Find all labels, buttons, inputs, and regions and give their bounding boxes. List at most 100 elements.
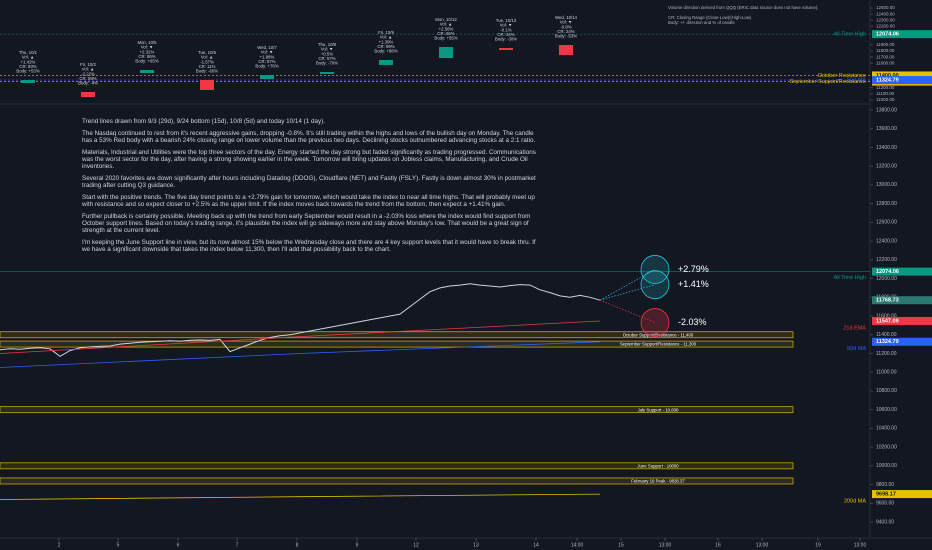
annotation-text: Vol: ▲ [82,67,95,72]
y-tick-label: 12500.00 [876,5,895,10]
y-tick-label: 11200.00 [876,351,897,357]
annotation-text: +1.42% [21,59,36,64]
x-tick-label: 7 [236,542,239,548]
x-tick-label: 14 [533,542,539,548]
annotation-text: Body: -70% [316,61,338,66]
support-band [0,340,794,348]
y-tick-label: 11600.00 [876,60,895,65]
x-tick-label: 2 [58,542,61,548]
x-tick-label: 13:00 [756,542,769,548]
mini-candle [81,92,95,97]
projection-target [640,308,670,337]
annotation-text: +1.88% [260,54,275,59]
price-badge-label: 11768.73 [876,298,899,304]
annotation-text: -1.57% [200,59,214,64]
y-tick-label: 11600.00 [876,313,897,319]
annotation-text: -2.22% [81,71,95,76]
x-tick-label: 12 [413,542,419,548]
y-tick-label: 13800.00 [876,107,897,113]
x-tick-label: 13:00 [854,542,867,548]
level-badge [872,267,932,276]
annotation-text: CR: 83% [19,64,36,69]
annotation-text: +0.5% [321,51,333,56]
y-tick-label: 12000.00 [876,276,897,282]
support-band [0,477,794,485]
level-name: September Support/Resistance [790,79,866,85]
level-badge-label: 12074.06 [876,32,899,38]
band-label: September Support/Resistance - 11,300 [620,342,697,347]
y-tick-label: 10800.00 [876,388,897,394]
annotation-text: Vol: ▼ [560,20,573,25]
annotation-text: Body: +95% [135,59,158,64]
series-line [0,283,601,357]
paragraph: Several 2020 favorites are down signific… [82,174,536,189]
annotation-text: Tue, 10/6 [198,50,217,55]
annotation-text: Vol: ▼ [141,45,154,50]
support-band [0,406,794,414]
annotation-text: -0.8% [560,24,571,29]
annotation-text: Fri, 10/2 [80,62,96,67]
annotation-text: CR: 66% [437,31,454,36]
paragraph: Start with the positive trends. The five… [82,193,535,208]
annotation-text: CR: 24% [557,29,574,34]
support-band [0,462,794,470]
note: CR: Closing Range (Close-Low)/(High-Low) [668,15,752,20]
annotation-text: Thu, 10/8 [318,42,337,47]
annotation-text: CR: 57% [318,56,335,61]
level-badge-label: 11400.00 [876,73,899,79]
mini-candle [499,48,513,50]
annotation-text: Vol: ▼ [500,23,513,28]
y-tick-label: 11000.00 [876,97,895,102]
level-name: All Time High [834,32,866,38]
projection-label: +1.41% [678,279,709,289]
y-tick-label: 13000.00 [876,182,897,188]
x-tick-label: 19 [815,542,821,548]
price-badge-label: 11324.79 [876,339,899,345]
band-label: October Support/Resistance - 11,400 [623,332,694,337]
annotation-text: CR: 86% [138,54,155,59]
annotation-text: Body: -53% [555,34,577,39]
y-tick-label: 13200.00 [876,164,897,170]
annotation-text: CR: 87% [258,59,275,64]
annotation-text: Vol: ▲ [201,55,214,60]
annotation-text: Body: +55% [434,36,457,41]
price-badge [872,316,932,325]
annotation-text: Body: +53% [16,69,39,74]
y-tick-label: 13400.00 [876,145,897,151]
mini-candle [320,72,334,74]
band-label: February 19 Peak - 9838.37 [631,479,685,484]
level-name: All Time High [834,275,866,281]
annotation-text: Wed, 10/14 [555,15,578,20]
annotation-text: Vol: ▼ [321,47,334,52]
paragraph: Further pullback is certainly possible. … [82,212,531,234]
level-badge [872,71,932,80]
level-name: 50d MA [847,78,866,84]
series-name: 200d MA [844,499,866,505]
series-line [0,341,601,368]
level-badge [872,76,932,85]
y-tick-label: 12200.00 [876,257,897,263]
y-tick-label: 13600.00 [876,126,897,132]
annotation-text: CR: 99% [377,44,394,49]
band-label: June Support - 10000 [637,463,679,468]
annotation-text: Body: -60% [196,69,218,74]
paragraph: I'm keeping the June Support line in vie… [82,238,536,253]
note: Body: +/- direction and % of candle [668,20,735,25]
y-tick-label: 12400.00 [876,238,897,244]
annotation-text: Body: -30% [495,37,517,42]
annotation-text: Vol: ▲ [440,22,453,27]
annotation-text: Wed, 10/7 [257,45,277,50]
annotation-text: Vol: ▲ [22,55,35,60]
x-tick-label: 13 [473,542,479,548]
y-tick-label: 10400.00 [876,426,897,432]
annotation-text: Mon, 10/5 [137,40,157,45]
x-tick-label: 14:00 [571,542,584,548]
projection-target [640,255,670,284]
x-tick-label: 6 [177,542,180,548]
annotation-text: Body: +88% [374,49,397,54]
x-tick-label: 9 [356,542,359,548]
y-tick-label: 9800.00 [876,482,894,488]
annotation-text: Body: +76% [255,64,278,69]
